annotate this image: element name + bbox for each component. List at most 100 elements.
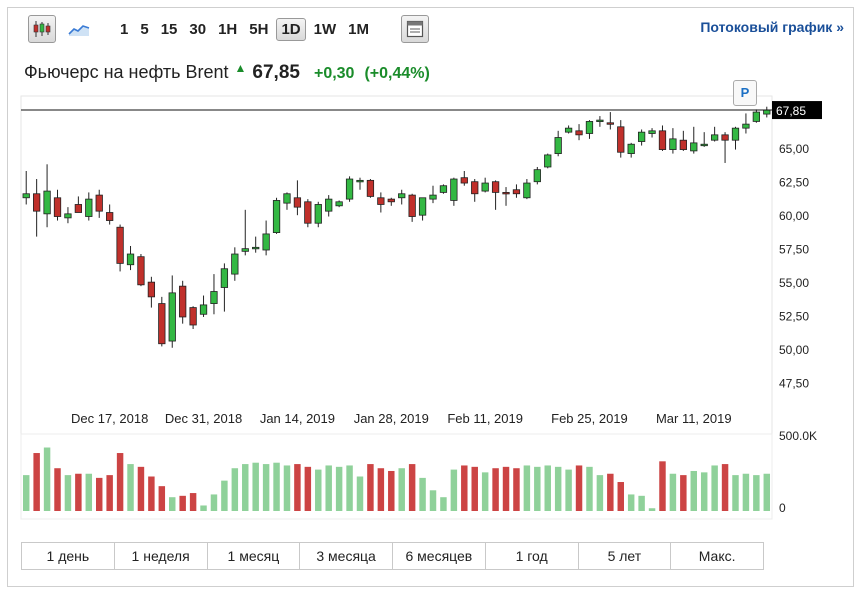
volume-bar: [575, 465, 583, 511]
price-change: +0,30: [313, 65, 355, 82]
interval-selector: 1 5 15 30 1H 5H 1D 1W 1M: [116, 17, 377, 41]
candle-body: [575, 130, 583, 136]
interval-1h[interactable]: 1H: [218, 20, 238, 38]
volume-bar: [763, 473, 771, 511]
candle-body: [262, 233, 270, 251]
volume-bar: [648, 508, 656, 511]
volume-bar: [367, 464, 374, 511]
range-5-years[interactable]: 5 лет: [579, 543, 672, 569]
range-1-year[interactable]: 1 год: [486, 543, 579, 569]
interval-1w[interactable]: 1W: [313, 20, 337, 38]
table-view-icon[interactable]: [400, 15, 429, 43]
volume-bar: [481, 472, 489, 511]
candle-body: [293, 197, 302, 208]
marker-p-button[interactable]: P: [733, 80, 757, 106]
last-price: 67,85: [252, 62, 300, 83]
y-tick-label: 62,50: [779, 176, 809, 190]
instrument-name: Фьючерс на нефть Brent: [24, 62, 229, 82]
range-6-months[interactable]: 6 месяцев: [393, 543, 486, 569]
range-3-months[interactable]: 3 месяца: [300, 543, 393, 569]
volume-bar: [513, 468, 520, 511]
candle-body: [74, 204, 83, 213]
candle-body: [189, 307, 197, 326]
streaming-chart-link[interactable]: Потоковый график »: [700, 19, 844, 35]
candle-body: [721, 134, 729, 141]
volume-bar: [690, 470, 698, 511]
x-tick-label: Jan 14, 2019: [260, 411, 335, 426]
volume-panel: [20, 433, 773, 520]
candlestick-chart-icon[interactable]: [28, 15, 56, 43]
interval-5[interactable]: 5: [140, 20, 149, 38]
interval-30[interactable]: 30: [189, 20, 207, 38]
volume-bar: [346, 465, 353, 511]
interval-15[interactable]: 15: [160, 20, 178, 38]
candle-body: [106, 212, 114, 221]
volume-bar: [85, 473, 93, 511]
chart-toolbar: 1 5 15 30 1H 5H 1D 1W 1M: [28, 14, 439, 44]
candle-body: [408, 194, 416, 217]
candle-body: [398, 193, 406, 199]
x-tick-label: Dec 31, 2018: [165, 411, 242, 426]
candle-body: [252, 246, 260, 250]
candle-body: [272, 200, 281, 233]
arrow-up-icon: ▲: [234, 61, 247, 75]
candle-body: [377, 197, 385, 205]
volume-bar: [294, 464, 301, 511]
volume-bar: [429, 490, 437, 511]
range-1-month[interactable]: 1 месяц: [208, 543, 301, 569]
candle-body: [460, 177, 468, 184]
candle-body: [241, 248, 249, 252]
candle-body: [554, 137, 562, 154]
interval-5h[interactable]: 5H: [249, 20, 269, 38]
volume-bar: [200, 505, 207, 511]
y-tick-label: 65,00: [779, 142, 809, 156]
volume-bar: [283, 465, 291, 511]
volume-bar: [54, 468, 61, 511]
volume-bar: [502, 466, 510, 511]
candle-body: [168, 292, 176, 342]
volume-bar: [700, 472, 708, 511]
candle-body: [179, 285, 187, 318]
volume-bar: [242, 464, 249, 511]
range-selector: 1 день 1 неделя 1 месяц 3 месяца 6 месяц…: [21, 542, 764, 570]
candle-body: [53, 197, 62, 217]
x-tick-label: Mar 11, 2019: [656, 411, 732, 426]
candle-body: [617, 126, 625, 153]
candle-body: [481, 182, 489, 192]
interval-1d[interactable]: 1D: [276, 17, 306, 41]
volume-bar: [116, 453, 124, 511]
volume-bar: [356, 476, 364, 511]
volume-bar: [137, 466, 145, 511]
volume-max-label: 500.0K: [779, 429, 817, 443]
volume-bar: [419, 477, 426, 511]
y-tick-label: 57,50: [779, 243, 809, 257]
candle-body: [147, 281, 156, 298]
interval-1[interactable]: 1: [120, 20, 129, 38]
price-chart: 47,50 50,00 52,50 55,00 57,50 60,00 62,50 65,00…: [20, 95, 822, 520]
range-1-week[interactable]: 1 неделя: [115, 543, 208, 569]
volume-bar: [408, 464, 416, 511]
candle-body: [137, 256, 145, 286]
range-max[interactable]: Макс.: [698, 548, 736, 564]
candle-body: [763, 109, 771, 115]
volume-bar: [325, 465, 332, 511]
volume-bar: [711, 465, 718, 511]
candle-body: [283, 193, 291, 204]
candle-body: [220, 268, 229, 288]
volume-bar: [169, 497, 176, 511]
range-1-day[interactable]: 1 день: [22, 543, 115, 569]
x-tick-label: Feb 11, 2019: [447, 411, 523, 426]
volume-bar: [450, 469, 458, 511]
last-price-label: 67,85: [776, 104, 806, 118]
candle-body: [523, 182, 531, 199]
volume-bar: [252, 462, 259, 511]
volume-bar: [377, 468, 385, 511]
area-chart-icon[interactable]: [66, 16, 92, 42]
candle-body: [429, 194, 437, 200]
y-tick-label: 55,00: [779, 276, 809, 290]
candle-body: [116, 226, 124, 264]
candle-body: [199, 304, 208, 315]
candle-body: [627, 143, 635, 154]
volume-bar: [221, 480, 228, 511]
interval-1m[interactable]: 1M: [348, 20, 369, 38]
